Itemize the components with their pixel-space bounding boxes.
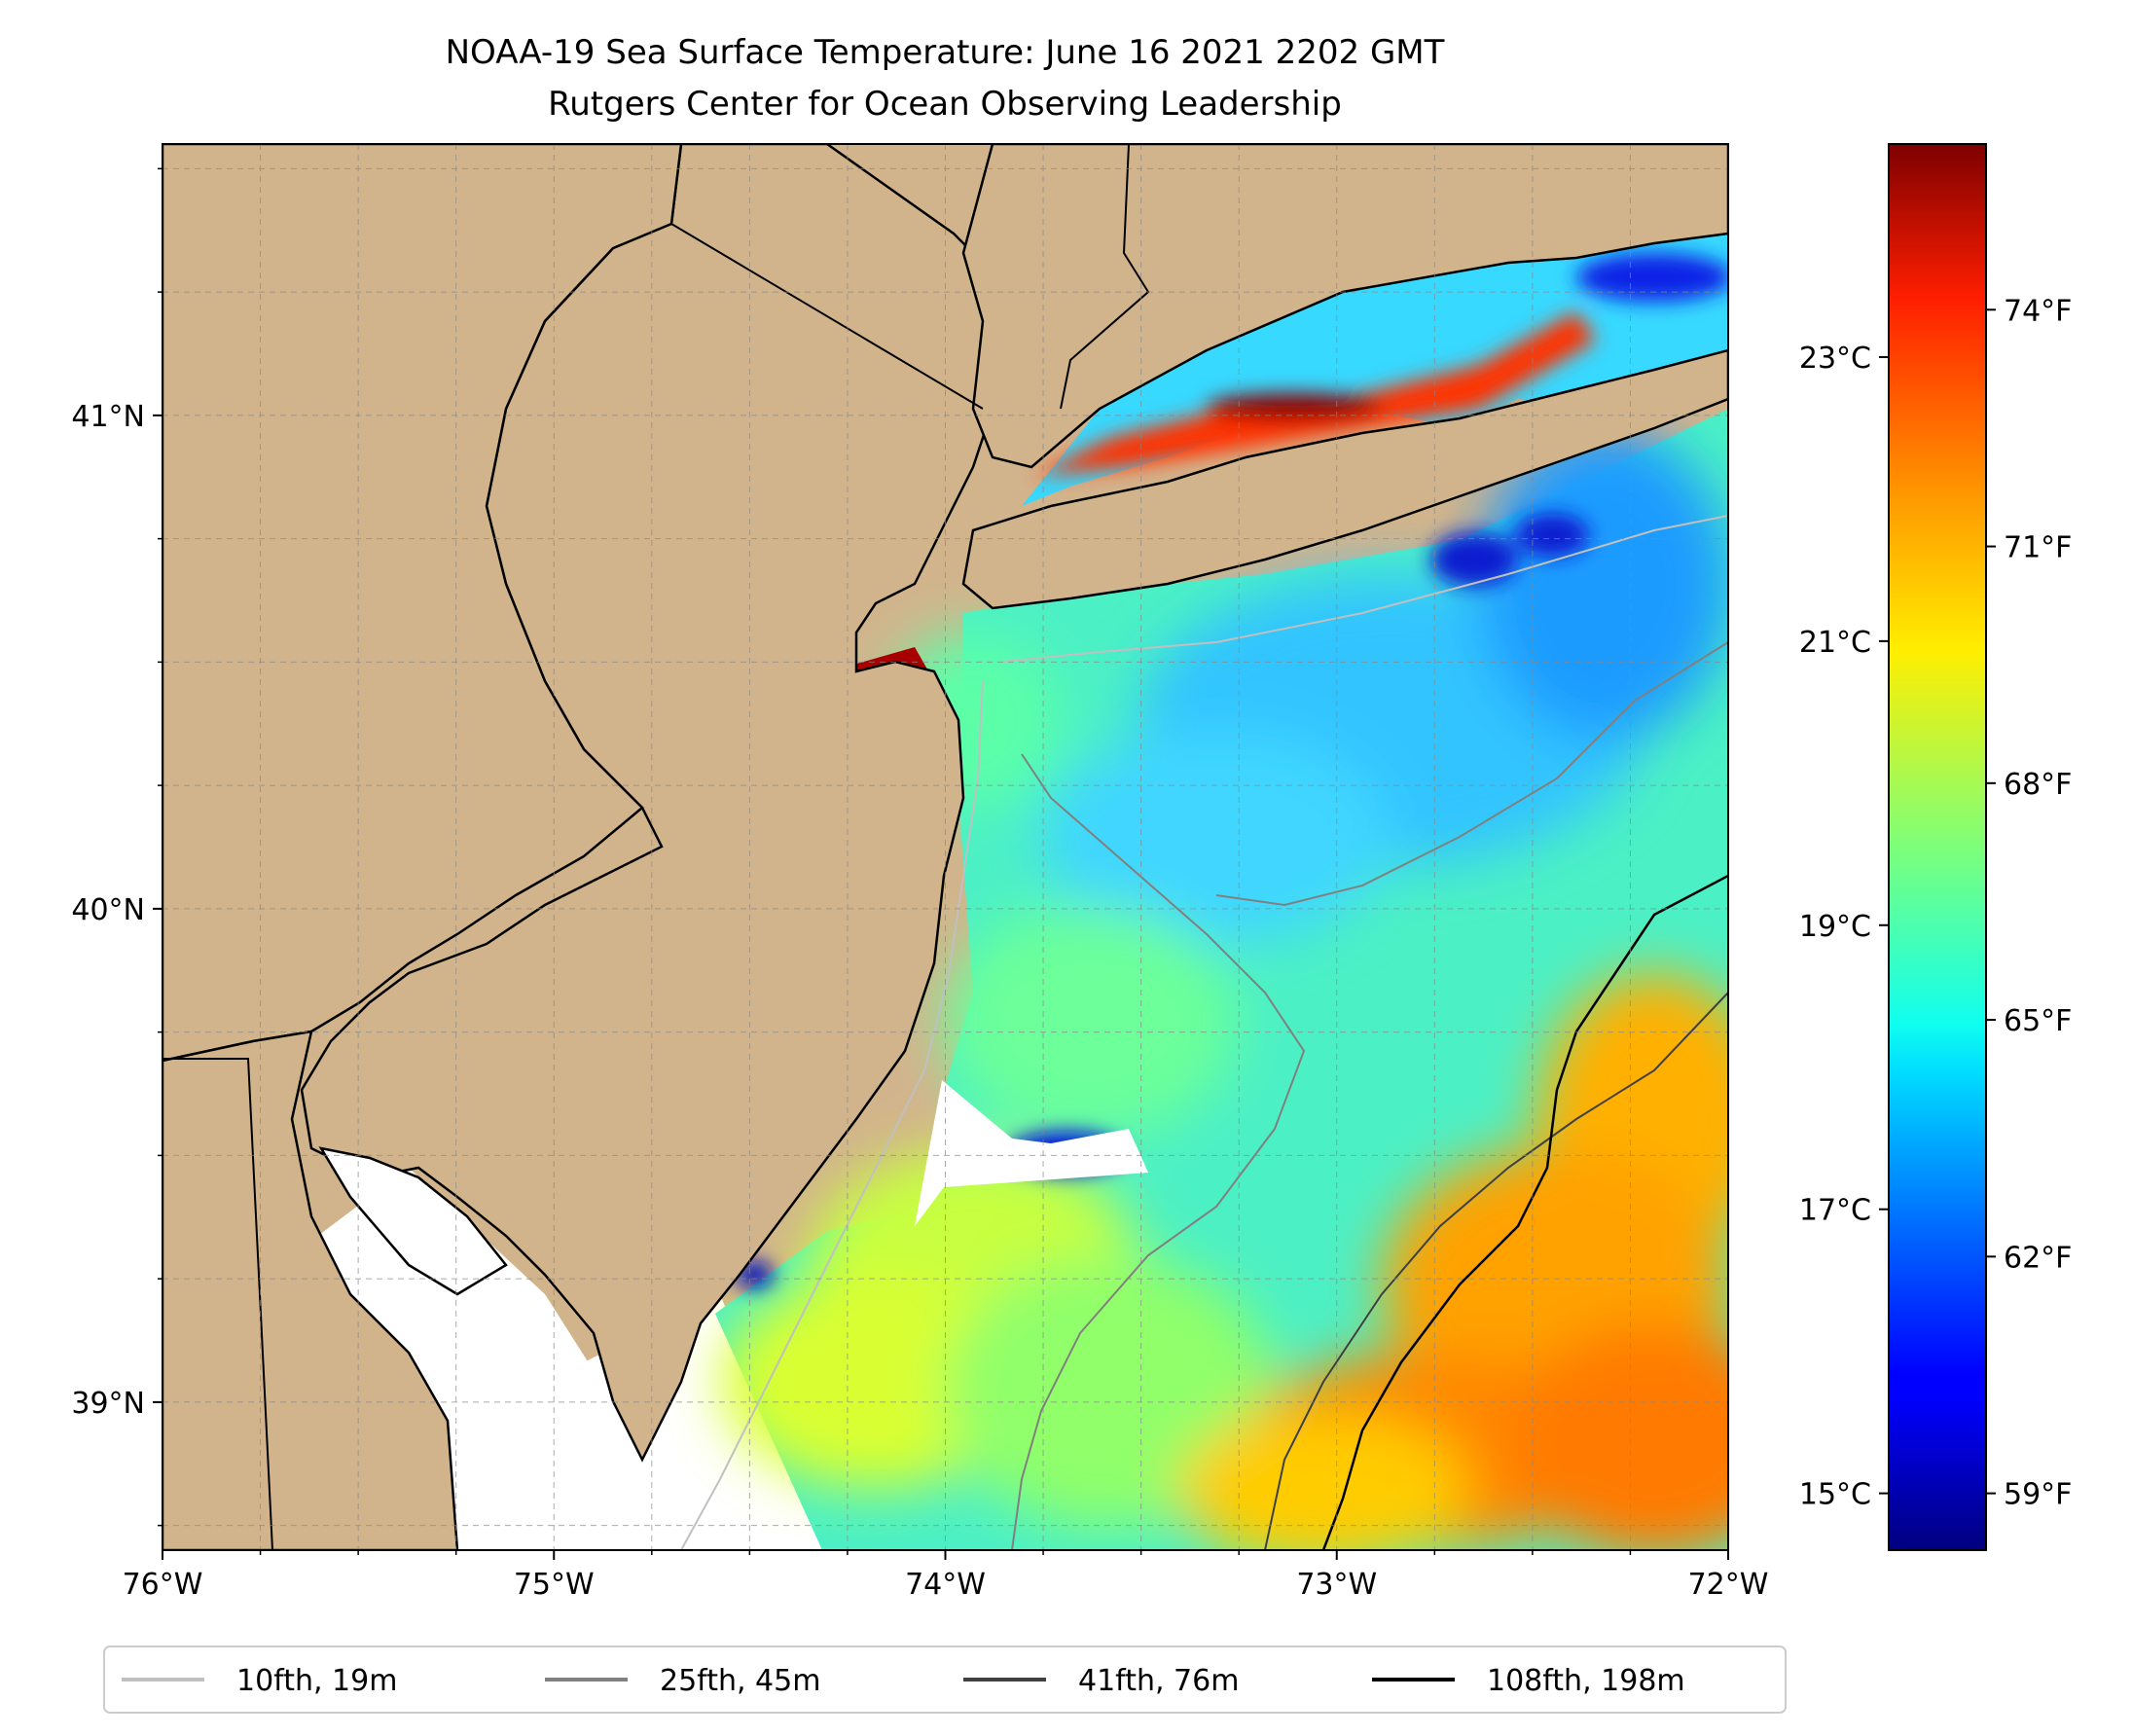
map-panel xyxy=(163,144,1728,1550)
colorbar-c-label: 19°C xyxy=(1799,910,1871,944)
western-land xyxy=(163,144,683,1063)
colorbar-f-label: 59°F xyxy=(2004,1478,2072,1512)
colorbar-f-label: 71°F xyxy=(2004,531,2072,565)
contour-76m xyxy=(1264,992,1728,1550)
contour-19m xyxy=(680,680,984,1550)
colorbar-gradient xyxy=(1888,143,1987,1551)
contour-45m xyxy=(1011,753,1306,1550)
colorbar-f-label: 74°F xyxy=(2004,294,2072,328)
x-tick-label: 75°W xyxy=(514,1568,595,1602)
y-axis: 41°N 40°N 39°N xyxy=(71,167,163,1527)
new-jersey-coast xyxy=(300,144,994,1463)
delaware-land xyxy=(163,1030,459,1550)
colorbar-f-label: 65°F xyxy=(2004,1004,2072,1038)
legend: 10fth, 19m 25fth, 45m 41fth, 76m 108fth, 19… xyxy=(103,1646,1787,1714)
x-tick-label: 74°W xyxy=(905,1568,986,1602)
contour-19m-b xyxy=(1001,515,1728,663)
colorbar-c-label: 15°C xyxy=(1799,1478,1871,1512)
chart-title-line2: Rutgers Center for Ocean Observing Leade… xyxy=(548,85,1342,124)
no-data-patch xyxy=(915,1080,1148,1226)
colorbar-c-label: 23°C xyxy=(1799,342,1871,376)
colorbar-fahrenheit-ticks: 59°F 62°F 65°F 68°F 71°F 74°F xyxy=(1986,294,2072,1512)
sst-field xyxy=(292,234,1728,1550)
delaware-bay xyxy=(318,1146,508,1296)
x-tick-label: 72°W xyxy=(1688,1568,1769,1602)
legend-box xyxy=(103,1646,1787,1714)
colorbar-c-label: 21°C xyxy=(1799,626,1871,660)
colorbar-c-label: 17°C xyxy=(1799,1194,1871,1228)
contour-45m-b xyxy=(1215,641,1728,907)
legend-label: 108fth, 198m xyxy=(1487,1664,1685,1698)
y-tick-label: 40°N xyxy=(71,893,145,927)
legend-label: 10fth, 19m xyxy=(236,1664,397,1698)
y-tick-label: 41°N xyxy=(71,400,145,434)
land-masses xyxy=(163,144,1728,1550)
y-tick-label: 39°N xyxy=(71,1387,145,1421)
bathymetry-contours xyxy=(680,515,1728,1550)
colorbar: 15°C 17°C 19°C 21°C 23°C 59°F 62°F 65°F 68°F 71°… xyxy=(1799,143,2072,1551)
colorbar-celsius-ticks: 15°C 17°C 19°C 21°C 23°C xyxy=(1799,342,1889,1512)
legend-label: 41fth, 76m xyxy=(1078,1664,1239,1698)
chart-title-line1: NOAA-19 Sea Surface Temperature: June 16… xyxy=(446,33,1445,72)
x-axis: 76°W 75°W 74°W 73°W 72°W xyxy=(123,1550,1769,1602)
colorbar-f-label: 62°F xyxy=(2004,1241,2072,1275)
colorbar-f-label: 68°F xyxy=(2004,768,2072,802)
legend-label: 25fth, 45m xyxy=(660,1664,820,1698)
long-island xyxy=(961,348,1728,610)
x-tick-label: 73°W xyxy=(1296,1568,1377,1602)
northeast-land xyxy=(961,144,1728,469)
map-grid xyxy=(163,144,1728,1550)
x-tick-label: 76°W xyxy=(123,1568,203,1602)
